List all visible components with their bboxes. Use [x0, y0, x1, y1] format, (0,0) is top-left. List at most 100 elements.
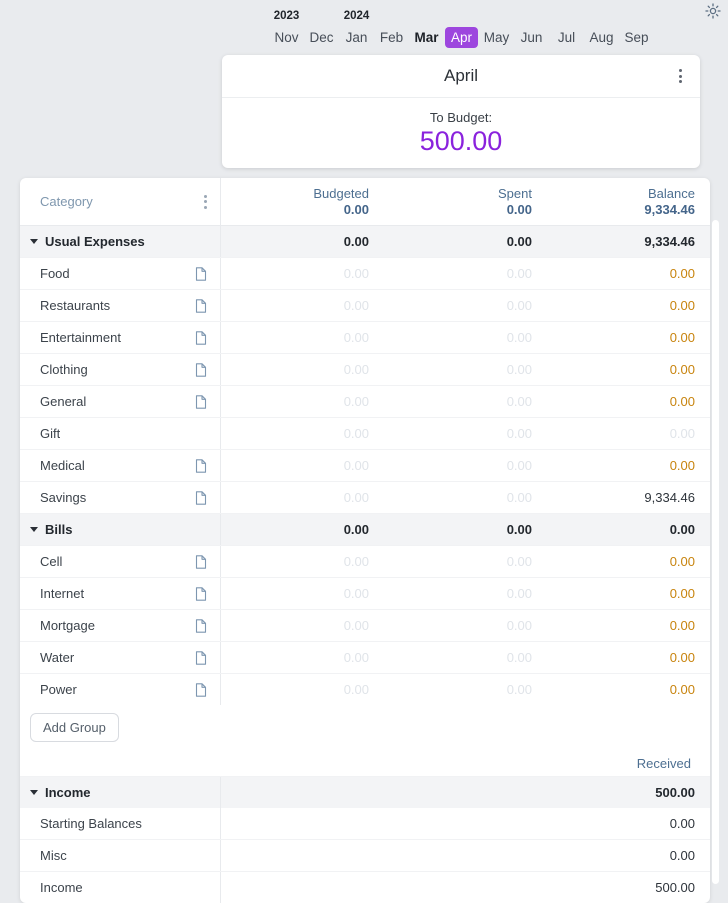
note-icon[interactable]: [195, 362, 207, 377]
category-name[interactable]: Gift: [40, 426, 61, 441]
group-spent[interactable]: 0.00: [506, 522, 532, 537]
category-name[interactable]: Food: [40, 266, 70, 281]
balance-cell[interactable]: 0.00: [669, 362, 695, 377]
budgeted-cell[interactable]: 0.00: [343, 682, 369, 697]
budgeted-cell[interactable]: 0.00: [343, 426, 369, 441]
received-cell[interactable]: 0.00: [669, 848, 695, 863]
spent-cell[interactable]: 0.00: [506, 554, 532, 569]
group-spent[interactable]: 0.00: [506, 234, 532, 249]
balance-cell[interactable]: 0.00: [669, 266, 695, 281]
category-name[interactable]: Internet: [40, 586, 85, 601]
note-icon[interactable]: [195, 330, 207, 345]
note-icon[interactable]: [195, 682, 207, 697]
spent-cell[interactable]: 0.00: [506, 618, 532, 633]
category-name[interactable]: Misc: [40, 848, 67, 863]
balance-cell[interactable]: 0.00: [669, 298, 695, 313]
group-balance[interactable]: 9,334.46: [644, 234, 695, 249]
spent-cell[interactable]: 0.00: [506, 330, 532, 345]
balance-total[interactable]: 9,334.46: [644, 201, 695, 217]
budgeted-total[interactable]: 0.00: [343, 201, 369, 217]
balance-cell[interactable]: 0.00: [669, 426, 695, 441]
category-name[interactable]: Savings: [40, 490, 87, 505]
budgeted-cell[interactable]: 0.00: [343, 266, 369, 281]
received-cell[interactable]: 500.00: [655, 880, 695, 895]
note-icon[interactable]: [195, 394, 207, 409]
kebab-menu-icon[interactable]: [679, 69, 682, 83]
category-name[interactable]: Income: [40, 880, 83, 895]
balance-cell[interactable]: 0.00: [669, 618, 695, 633]
note-icon[interactable]: [195, 554, 207, 569]
budgeted-cell[interactable]: 0.00: [343, 586, 369, 601]
category-name[interactable]: Cell: [40, 554, 63, 569]
spent-cell[interactable]: 0.00: [506, 490, 532, 505]
balance-cell[interactable]: 0.00: [669, 394, 695, 409]
note-icon[interactable]: [195, 490, 207, 505]
category-name[interactable]: Medical: [40, 458, 85, 473]
group-name[interactable]: Usual Expenses: [45, 234, 145, 249]
balance-cell[interactable]: 0.00: [669, 554, 695, 569]
budgeted-cell[interactable]: 0.00: [343, 298, 369, 313]
budgeted-cell[interactable]: 0.00: [343, 554, 369, 569]
spent-cell[interactable]: 0.00: [506, 362, 532, 377]
note-icon[interactable]: [195, 458, 207, 473]
kebab-menu-icon[interactable]: [204, 194, 207, 209]
group-balance[interactable]: 0.00: [669, 522, 695, 537]
budgeted-cell[interactable]: 0.00: [343, 458, 369, 473]
note-icon[interactable]: [195, 586, 207, 601]
triangle-down-icon[interactable]: [30, 790, 38, 795]
month-dec[interactable]: Dec: [309, 30, 334, 45]
month-nov[interactable]: Nov: [274, 30, 299, 45]
note-icon[interactable]: [195, 298, 207, 313]
category-name[interactable]: General: [40, 394, 87, 409]
balance-cell[interactable]: 0.00: [669, 458, 695, 473]
add-group-button[interactable]: Add Group: [30, 713, 119, 742]
budgeted-cell[interactable]: 0.00: [343, 394, 369, 409]
category-name[interactable]: Power: [40, 682, 77, 697]
month-jan[interactable]: Jan: [345, 30, 368, 45]
spent-cell[interactable]: 0.00: [506, 682, 532, 697]
category-name[interactable]: Water: [40, 650, 75, 665]
spent-cell[interactable]: 0.00: [506, 394, 532, 409]
balance-cell[interactable]: 0.00: [669, 682, 695, 697]
month-sep[interactable]: Sep: [624, 30, 649, 45]
group-name[interactable]: Income: [45, 785, 91, 800]
balance-cell[interactable]: 0.00: [669, 650, 695, 665]
spent-cell[interactable]: 0.00: [506, 298, 532, 313]
note-icon[interactable]: [195, 650, 207, 665]
category-name[interactable]: Entertainment: [40, 330, 121, 345]
budgeted-cell[interactable]: 0.00: [343, 330, 369, 345]
spent-cell[interactable]: 0.00: [506, 650, 532, 665]
group-name[interactable]: Bills: [45, 522, 73, 537]
spent-cell[interactable]: 0.00: [506, 586, 532, 601]
balance-cell[interactable]: 0.00: [669, 586, 695, 601]
budgeted-cell[interactable]: 0.00: [343, 650, 369, 665]
category-name[interactable]: Mortgage: [40, 618, 95, 633]
month-may[interactable]: May: [483, 30, 510, 45]
category-name[interactable]: Starting Balances: [40, 816, 142, 831]
category-name[interactable]: Clothing: [40, 362, 88, 377]
month-mar[interactable]: Mar: [414, 30, 439, 45]
month-jul[interactable]: Jul: [557, 30, 576, 45]
group-budgeted[interactable]: 0.00: [343, 234, 369, 249]
sun-icon[interactable]: [705, 3, 721, 19]
month-aug[interactable]: Aug: [589, 30, 614, 45]
budgeted-cell[interactable]: 0.00: [343, 490, 369, 505]
month-apr[interactable]: Apr: [444, 26, 479, 49]
group-budgeted[interactable]: 0.00: [343, 522, 369, 537]
note-icon[interactable]: [195, 266, 207, 281]
spent-cell[interactable]: 0.00: [506, 458, 532, 473]
received-cell[interactable]: 0.00: [669, 816, 695, 831]
category-name[interactable]: Restaurants: [40, 298, 111, 313]
triangle-down-icon[interactable]: [30, 239, 38, 244]
scrollbar-thumb[interactable]: [712, 220, 719, 884]
spent-cell[interactable]: 0.00: [506, 426, 532, 441]
spent-cell[interactable]: 0.00: [506, 266, 532, 281]
spent-total[interactable]: 0.00: [506, 201, 532, 217]
balance-cell[interactable]: 9,334.46: [644, 490, 695, 505]
budgeted-cell[interactable]: 0.00: [343, 362, 369, 377]
month-feb[interactable]: Feb: [379, 30, 404, 45]
budgeted-cell[interactable]: 0.00: [343, 618, 369, 633]
triangle-down-icon[interactable]: [30, 527, 38, 532]
balance-cell[interactable]: 0.00: [669, 330, 695, 345]
income-group-received[interactable]: 500.00: [655, 785, 695, 800]
